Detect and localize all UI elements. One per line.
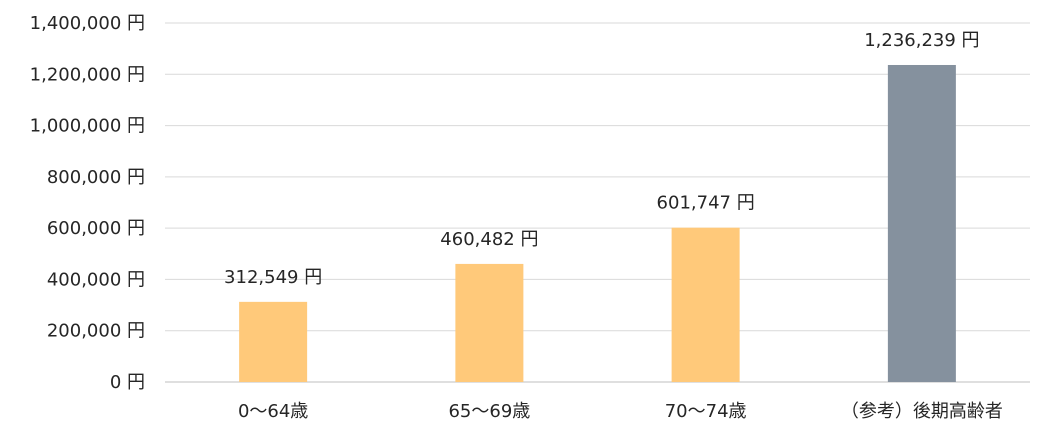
y-tick-label: 600,000 円 [47, 218, 145, 239]
data-label: 1,236,239 円 [864, 30, 979, 51]
category-label: 70～74歳 [665, 401, 747, 421]
grid-group [165, 22, 1030, 383]
y-tick-label: 1,400,000 円 [30, 13, 145, 34]
bars-group [239, 64, 956, 383]
category-label: （参考）後期高齢者 [841, 401, 1003, 421]
data-label: 601,747 円 [657, 193, 755, 214]
y-tick-label: 800,000 円 [47, 167, 145, 188]
category-label: 0～64歳 [238, 401, 308, 421]
data-label: 460,482 円 [440, 229, 538, 250]
bar [455, 263, 524, 382]
category-label: 65～69歳 [448, 401, 530, 421]
y-tick-label: 200,000 円 [47, 321, 145, 342]
data-labels-group: 312,549 円 460,482 円 601,747 円 1,236,239 円 [224, 30, 980, 288]
bar [239, 301, 308, 382]
bar [671, 227, 740, 382]
data-label: 312,549 円 [224, 267, 322, 288]
y-tick-label: 400,000 円 [47, 269, 145, 290]
y-tick-label: 1,200,000 円 [30, 64, 145, 85]
bar [887, 64, 956, 383]
y-axis-ticks: 0 円 200,000 円 400,000 円 600,000 円 800,000 円 1… [30, 13, 145, 393]
x-axis-categories: 0～64歳 65～69歳 70～74歳 （参考）後期高齢者 [238, 401, 1003, 421]
y-tick-label: 1,000,000 円 [30, 116, 145, 137]
y-tick-label: 0 円 [110, 372, 145, 393]
